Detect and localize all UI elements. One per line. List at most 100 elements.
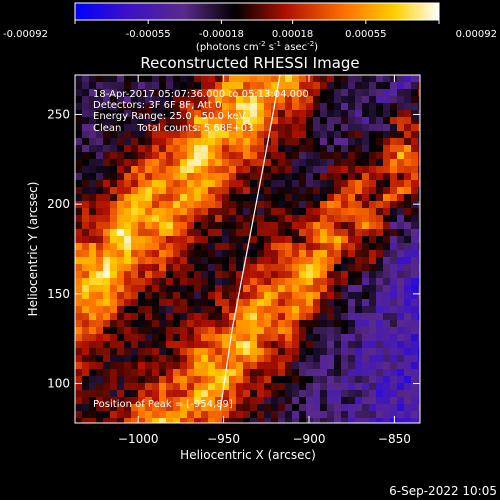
heatmap-cell: [236, 110, 244, 118]
heatmap-cell: [376, 271, 384, 279]
heatmap-cell: [306, 404, 314, 412]
heatmap-cell: [292, 327, 300, 335]
heatmap-cell: [390, 264, 398, 272]
heatmap-cell: [397, 390, 405, 398]
heatmap-cell: [355, 166, 363, 174]
heatmap-cell: [278, 215, 286, 223]
heatmap-cell: [82, 264, 90, 272]
heatmap-cell: [194, 110, 202, 118]
heatmap-cell: [103, 397, 111, 405]
heatmap-cell: [166, 152, 174, 160]
heatmap-cell: [404, 341, 412, 349]
heatmap-cell: [159, 348, 167, 356]
heatmap-cell: [418, 362, 420, 370]
heatmap-cell: [390, 82, 398, 90]
heatmap-cell: [418, 313, 420, 321]
heatmap-cell: [383, 215, 391, 223]
heatmap-cell: [131, 124, 139, 132]
heatmap-cell: [187, 320, 195, 328]
heatmap-cell: [152, 278, 160, 286]
heatmap-cell: [327, 89, 335, 97]
heatmap-cell: [110, 271, 118, 279]
heatmap-cell: [383, 82, 391, 90]
heatmap-cell: [124, 390, 132, 398]
heatmap-cell: [411, 89, 419, 97]
heatmap-cell: [180, 320, 188, 328]
heatmap-cell: [152, 131, 160, 139]
heatmap-cell: [313, 229, 321, 237]
heatmap-cell: [173, 285, 181, 293]
heatmap-cell: [131, 243, 139, 251]
heatmap-cell: [180, 159, 188, 167]
heatmap-cell: [222, 208, 230, 216]
heatmap-cell: [96, 383, 104, 391]
heatmap-cell: [138, 313, 146, 321]
heatmap-cell: [362, 292, 370, 300]
heatmap-cell: [159, 103, 167, 111]
heatmap-cell: [208, 82, 216, 90]
heatmap-cell: [243, 145, 251, 153]
heatmap-cell: [131, 138, 139, 146]
heatmap-cell: [418, 369, 420, 377]
heatmap-cell: [124, 320, 132, 328]
heatmap-cell: [271, 355, 279, 363]
heatmap-cell: [201, 369, 209, 377]
heatmap-cell: [418, 229, 420, 237]
heatmap-cell: [236, 103, 244, 111]
heatmap-cell: [285, 236, 293, 244]
heatmap-cell: [257, 117, 265, 125]
heatmap-cell: [152, 348, 160, 356]
heatmap-cell: [82, 320, 90, 328]
heatmap-cell: [320, 201, 328, 209]
heatmap-cell: [292, 397, 300, 405]
heatmap-cell: [229, 145, 237, 153]
heatmap-cell: [397, 348, 405, 356]
heatmap-cell: [215, 82, 223, 90]
heatmap-cell: [208, 103, 216, 111]
heatmap-cell: [306, 89, 314, 97]
heatmap-cell: [138, 390, 146, 398]
heatmap-cell: [383, 278, 391, 286]
heatmap-cell: [404, 411, 412, 419]
heatmap-cell: [404, 376, 412, 384]
heatmap-cell: [215, 257, 223, 265]
heatmap-cell: [187, 82, 195, 90]
heatmap-cell: [110, 390, 118, 398]
heatmap-cell: [313, 376, 321, 384]
heatmap-cell: [292, 320, 300, 328]
heatmap-cell: [152, 355, 160, 363]
heatmap-cell: [236, 194, 244, 202]
heatmap-cell: [75, 159, 83, 167]
heatmap-cell: [187, 138, 195, 146]
heatmap-cell: [411, 397, 419, 405]
heatmap-cell: [236, 243, 244, 251]
heatmap-cell: [124, 75, 132, 83]
heatmap-cell: [75, 327, 83, 335]
heatmap-cell: [131, 278, 139, 286]
heatmap-cell: [355, 341, 363, 349]
heatmap-cell: [96, 159, 104, 167]
heatmap-cell: [117, 313, 125, 321]
peak-position-label: Position of Peak = [-954,89]: [93, 399, 233, 410]
heatmap-cell: [138, 299, 146, 307]
heatmap-cell: [250, 390, 258, 398]
heatmap-cell: [264, 124, 272, 132]
heatmap-cell: [334, 341, 342, 349]
heatmap-cell: [383, 362, 391, 370]
heatmap-cell: [404, 271, 412, 279]
heatmap-cell: [313, 208, 321, 216]
heatmap-cell: [327, 411, 335, 419]
heatmap-cell: [313, 173, 321, 181]
heatmap-cell: [138, 278, 146, 286]
heatmap-cell: [362, 89, 370, 97]
heatmap-cell: [271, 341, 279, 349]
heatmap-cell: [159, 159, 167, 167]
heatmap-cell: [124, 418, 132, 423]
heatmap-cell: [229, 306, 237, 314]
heatmap-cell: [320, 180, 328, 188]
heatmap-cell: [369, 362, 377, 370]
heatmap-cell: [334, 187, 342, 195]
heatmap-cell: [264, 229, 272, 237]
heatmap-cell: [411, 229, 419, 237]
